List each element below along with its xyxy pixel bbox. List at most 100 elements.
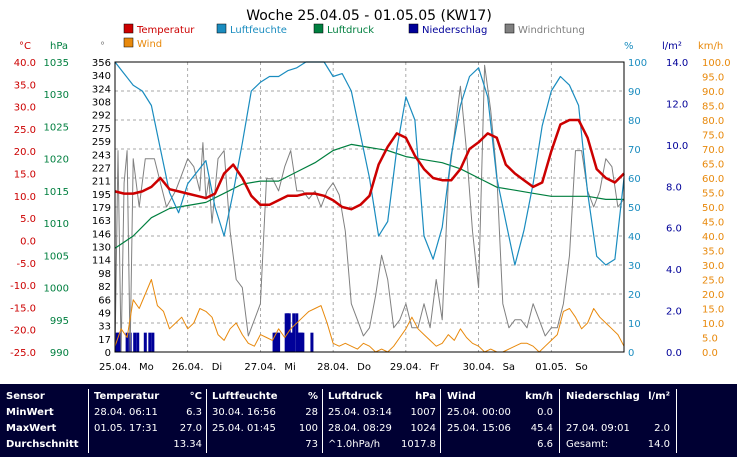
- divider: [322, 389, 323, 453]
- direction-tick-label: 0: [105, 348, 111, 359]
- direction-tick-label: 33: [98, 322, 111, 333]
- x-day-label: Sa: [503, 362, 515, 373]
- x-tick-label: 25.04.: [99, 362, 131, 373]
- direction-tick-label: 292: [92, 111, 111, 122]
- legend-label: Luftdruck: [327, 25, 374, 36]
- humidity-tick-label: 20: [628, 290, 641, 301]
- pressure-tick-label: 1005: [44, 251, 69, 262]
- direction-tick-label: 308: [92, 98, 111, 109]
- rain-tick-label: 4.0: [666, 265, 682, 276]
- temperature-tick-label: 10.0: [14, 192, 36, 203]
- pressure-tick-label: 1030: [44, 90, 69, 101]
- rain-bar: [298, 332, 302, 352]
- temperature-tick-label: -10.0: [10, 281, 36, 292]
- temperature-tick-label: 40.0: [14, 58, 36, 69]
- rain-bar: [143, 332, 147, 352]
- x-day-label: So: [575, 362, 587, 373]
- humidity-min-value: 28: [305, 407, 318, 418]
- chart-title: Woche 25.04.05 - 01.05.05 (KW17): [246, 8, 492, 24]
- direction-tick-label: 17: [98, 335, 111, 346]
- rain-bar: [151, 332, 155, 352]
- summary-table: Sensor MinWert MaxWert Durchschnitt Temp…: [0, 384, 737, 457]
- legend-item: Niederschlag: [408, 23, 487, 36]
- direction-tick-label: 146: [92, 229, 111, 240]
- temperature-tick-label: 30.0: [14, 103, 36, 114]
- humidity-unit-label: %: [624, 41, 634, 52]
- rain-bar: [274, 332, 278, 352]
- x-day-label: Fr: [430, 362, 440, 373]
- plot-frame: [114, 61, 625, 353]
- x-tick-label: 26.04.: [172, 362, 204, 373]
- rain-bar: [296, 332, 300, 352]
- legend-item: Luftfeuchte: [216, 23, 287, 36]
- min-label: MinWert: [6, 407, 54, 418]
- temperature-avg-value: 13.34: [173, 439, 202, 450]
- wind-tick-label: 75.0: [702, 131, 724, 142]
- rain-tick-label: 0.0: [666, 348, 682, 359]
- wind-tick-label: 45.0: [702, 218, 724, 229]
- divider: [559, 389, 560, 453]
- legend-label: Wind: [137, 39, 162, 50]
- temperature-header: Temperatur: [94, 391, 160, 402]
- temperature-max-value: 27.0: [179, 423, 202, 434]
- pressure-tick-label: 1010: [44, 219, 69, 230]
- pressure-tick-label: 1025: [44, 122, 69, 133]
- direction-tick-label: 227: [92, 163, 111, 174]
- temperature-tick-label: 15.0: [14, 170, 36, 181]
- wind-tick-label: 0.0: [702, 348, 718, 359]
- sensor-header: Sensor: [6, 391, 45, 402]
- x-tick-label: 30.04.: [463, 362, 495, 373]
- temperature-tick-label: 5.0: [20, 214, 36, 225]
- rain-bar: [272, 332, 276, 352]
- temperature-line: [114, 118, 625, 211]
- rain-bar: [284, 313, 288, 352]
- direction-tick-label: 275: [92, 124, 111, 135]
- rain-header: Niederschlag: [566, 391, 640, 402]
- temperature-tick-label: -15.0: [10, 303, 36, 314]
- temperature-tick-label: 25.0: [14, 125, 36, 136]
- humidity-header: Luftfeuchte: [212, 391, 278, 402]
- rain-max-time: 27.04. 09:01: [566, 423, 630, 434]
- humidity-tick-label: 80: [628, 116, 641, 127]
- wind-max-time: 25.04. 15:06: [447, 423, 511, 434]
- temperature-tick-label: -25.0: [10, 348, 36, 359]
- wind-max-value: 45.4: [530, 423, 553, 434]
- humidity-tick-label: 10: [628, 319, 641, 330]
- wind-unit-label: km/h: [698, 41, 723, 52]
- direction-unit-label: °: [100, 41, 105, 52]
- x-day-label: Mo: [139, 362, 154, 373]
- pressure-tick-label: 995: [50, 316, 69, 327]
- pressure-unit-label: hPa: [50, 41, 68, 52]
- rain-bar: [136, 332, 140, 352]
- legend-swatch: [504, 23, 515, 34]
- legend-item: Windrichtung: [504, 23, 585, 36]
- temperature-tick-label: 35.0: [14, 80, 36, 91]
- direction-tick-label: 179: [92, 203, 111, 214]
- direction-tick-label: 195: [92, 190, 111, 201]
- wind-tick-label: 90.0: [702, 87, 724, 98]
- legend-label: Niederschlag: [422, 25, 487, 36]
- divider: [88, 389, 89, 453]
- humidity-tick-label: 50: [628, 203, 641, 214]
- direction-tick-label: 340: [92, 71, 111, 82]
- temperature-unit: °C: [189, 391, 202, 402]
- rain-bar: [310, 332, 314, 352]
- wind-direction-line: [114, 64, 625, 353]
- rain-bar: [125, 332, 129, 352]
- x-day-label: Di: [212, 362, 222, 373]
- pressure-trend: ^1.0hPa/h: [328, 439, 381, 450]
- weather-week-chart: Woche 25.04.05 - 01.05.05 (KW17) Tempera…: [10, 8, 731, 373]
- temperature-min-value: 6.3: [186, 407, 202, 418]
- rain-bar: [292, 313, 296, 352]
- direction-tick-label: 243: [92, 150, 111, 161]
- legend-label: Luftfeuchte: [230, 25, 287, 36]
- rain-bar: [133, 332, 137, 352]
- legend-swatch: [216, 23, 227, 34]
- wind-tick-label: 10.0: [702, 319, 724, 330]
- humidity-unit: %: [307, 391, 318, 402]
- pressure-max-value: 1024: [410, 423, 436, 434]
- wind-tick-label: 85.0: [702, 102, 724, 113]
- rain-tick-label: 2.0: [666, 307, 682, 318]
- direction-tick-label: 324: [92, 84, 111, 95]
- temperature-tick-label: -5.0: [16, 259, 36, 270]
